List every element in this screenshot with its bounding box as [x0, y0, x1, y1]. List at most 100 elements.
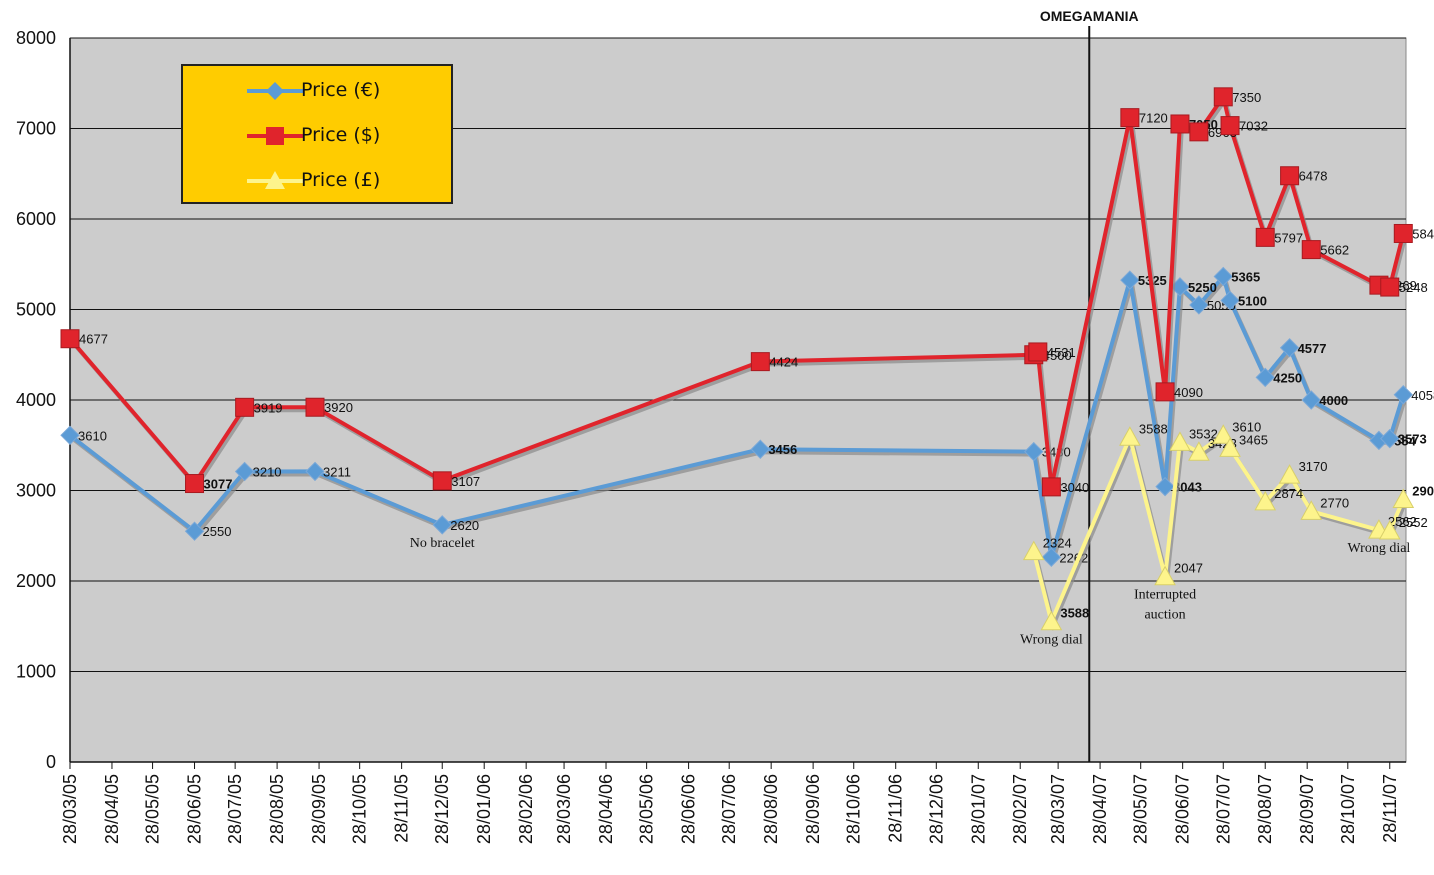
legend-label-dollar: Price ($)	[301, 124, 381, 146]
x-tick-label: 28/04/06	[596, 774, 616, 844]
data-label: 4058	[1411, 388, 1434, 403]
data-point	[1278, 464, 1301, 484]
data-point	[184, 521, 205, 541]
data-point	[1028, 342, 1048, 362]
data-point	[1040, 610, 1063, 631]
data-label: 4500	[1043, 348, 1072, 363]
data-label: 2874	[1274, 486, 1303, 501]
data-point	[1254, 490, 1277, 511]
legend-label-pound: Price (£)	[301, 169, 381, 191]
data-point	[305, 461, 325, 482]
data-label: 3610	[1232, 419, 1261, 434]
data-label: 5250	[1188, 280, 1217, 295]
data-point	[432, 471, 452, 491]
data-label: 2900	[1412, 484, 1434, 499]
x-tick-label: 28/02/06	[516, 774, 536, 844]
data-point	[1213, 266, 1233, 287]
data-point	[1279, 338, 1300, 358]
annotation-label: Wrong dial	[1020, 633, 1083, 648]
x-tick-label: 28/01/07	[968, 774, 988, 844]
x-tick-label: 28/11/05	[392, 774, 412, 843]
y-tick-label: 3000	[16, 481, 56, 501]
data-point	[1022, 540, 1045, 561]
x-tick-label: 28/11/07	[1380, 774, 1400, 843]
data-label: 5100	[1238, 293, 1267, 308]
annotation-label: No bracelet	[410, 536, 475, 551]
annotation-label: Interrupted	[1134, 588, 1196, 603]
data-label: 4531	[1047, 345, 1076, 360]
y-tick-label: 7000	[16, 119, 56, 139]
data-label: 3610	[78, 428, 107, 443]
data-point	[1188, 441, 1210, 461]
annotation-label: Wrong dial	[1348, 541, 1411, 556]
data-label: 3211	[323, 464, 351, 479]
x-tick-label: 28/05/07	[1131, 774, 1151, 844]
annotation-label: auction	[1144, 608, 1185, 623]
omegamania-label: OMEGAMANIA	[1040, 8, 1139, 24]
data-point	[1393, 223, 1413, 243]
data-label: 4577	[1298, 341, 1327, 356]
data-label: 3920	[324, 400, 353, 415]
data-point	[1255, 227, 1275, 247]
x-tick-label: 28/03/07	[1048, 774, 1068, 844]
data-label: 5840	[1412, 226, 1434, 241]
data-label: 4090	[1174, 385, 1203, 400]
data-point	[1280, 166, 1300, 186]
x-tick-label: 28/03/05	[60, 774, 80, 844]
data-label: 3077	[204, 477, 233, 492]
data-point	[750, 439, 771, 459]
data-point	[1169, 431, 1191, 451]
x-tick-label: 28/08/05	[267, 774, 287, 844]
data-point	[1212, 424, 1235, 444]
data-point	[1189, 295, 1209, 315]
data-point	[1170, 114, 1190, 134]
data-label: 4000	[1319, 393, 1348, 408]
legend-label-euro: Price (€)	[301, 79, 381, 101]
data-point	[1024, 441, 1044, 462]
triangle-marker-icon	[247, 171, 303, 189]
x-tick-label: 28/07/05	[225, 774, 245, 844]
x-tick-label: 28/04/07	[1090, 774, 1110, 844]
x-tick-label: 28/09/05	[309, 774, 329, 844]
data-point	[1380, 277, 1400, 297]
data-label: 4677	[79, 332, 108, 347]
data-point	[1301, 390, 1321, 410]
data-label: 3532	[1189, 426, 1218, 441]
data-label: 4424	[769, 355, 798, 370]
data-label: 3588	[1139, 421, 1168, 436]
data-point	[1219, 437, 1241, 457]
diamond-marker-icon	[247, 82, 303, 100]
data-point	[1041, 477, 1061, 497]
x-tick-label: 28/12/06	[926, 774, 946, 844]
y-tick-label: 2000	[16, 571, 56, 591]
data-point	[1154, 565, 1176, 586]
data-point	[1041, 547, 1062, 567]
x-tick-label: 28/09/06	[803, 774, 823, 844]
x-tick-label: 28/07/06	[719, 774, 739, 844]
data-point	[1378, 520, 1401, 540]
data-label: 3043	[1173, 480, 1202, 495]
data-label: 5248	[1399, 280, 1428, 295]
data-label: 2620	[450, 518, 479, 533]
data-label: 3465	[1239, 432, 1268, 447]
square-marker-icon	[247, 127, 303, 145]
data-point	[60, 329, 80, 349]
data-label: 3107	[451, 474, 480, 489]
data-point	[1155, 382, 1175, 402]
data-point	[1220, 116, 1240, 136]
x-tick-label: 28/04/05	[102, 774, 122, 844]
data-point	[235, 397, 255, 417]
data-label: 3573	[1398, 432, 1427, 447]
x-tick-label: 28/02/07	[1010, 774, 1030, 844]
data-point	[1155, 476, 1175, 497]
data-label: 3919	[254, 400, 283, 415]
data-label: 2562	[1388, 514, 1417, 529]
data-point	[1300, 500, 1323, 520]
data-label: 3588	[1060, 606, 1089, 621]
data-label: 5797	[1274, 230, 1303, 245]
x-tick-label: 28/10/06	[844, 774, 864, 844]
data-label: 5365	[1231, 269, 1260, 284]
data-point	[234, 461, 255, 482]
y-tick-label: 4000	[16, 390, 56, 410]
